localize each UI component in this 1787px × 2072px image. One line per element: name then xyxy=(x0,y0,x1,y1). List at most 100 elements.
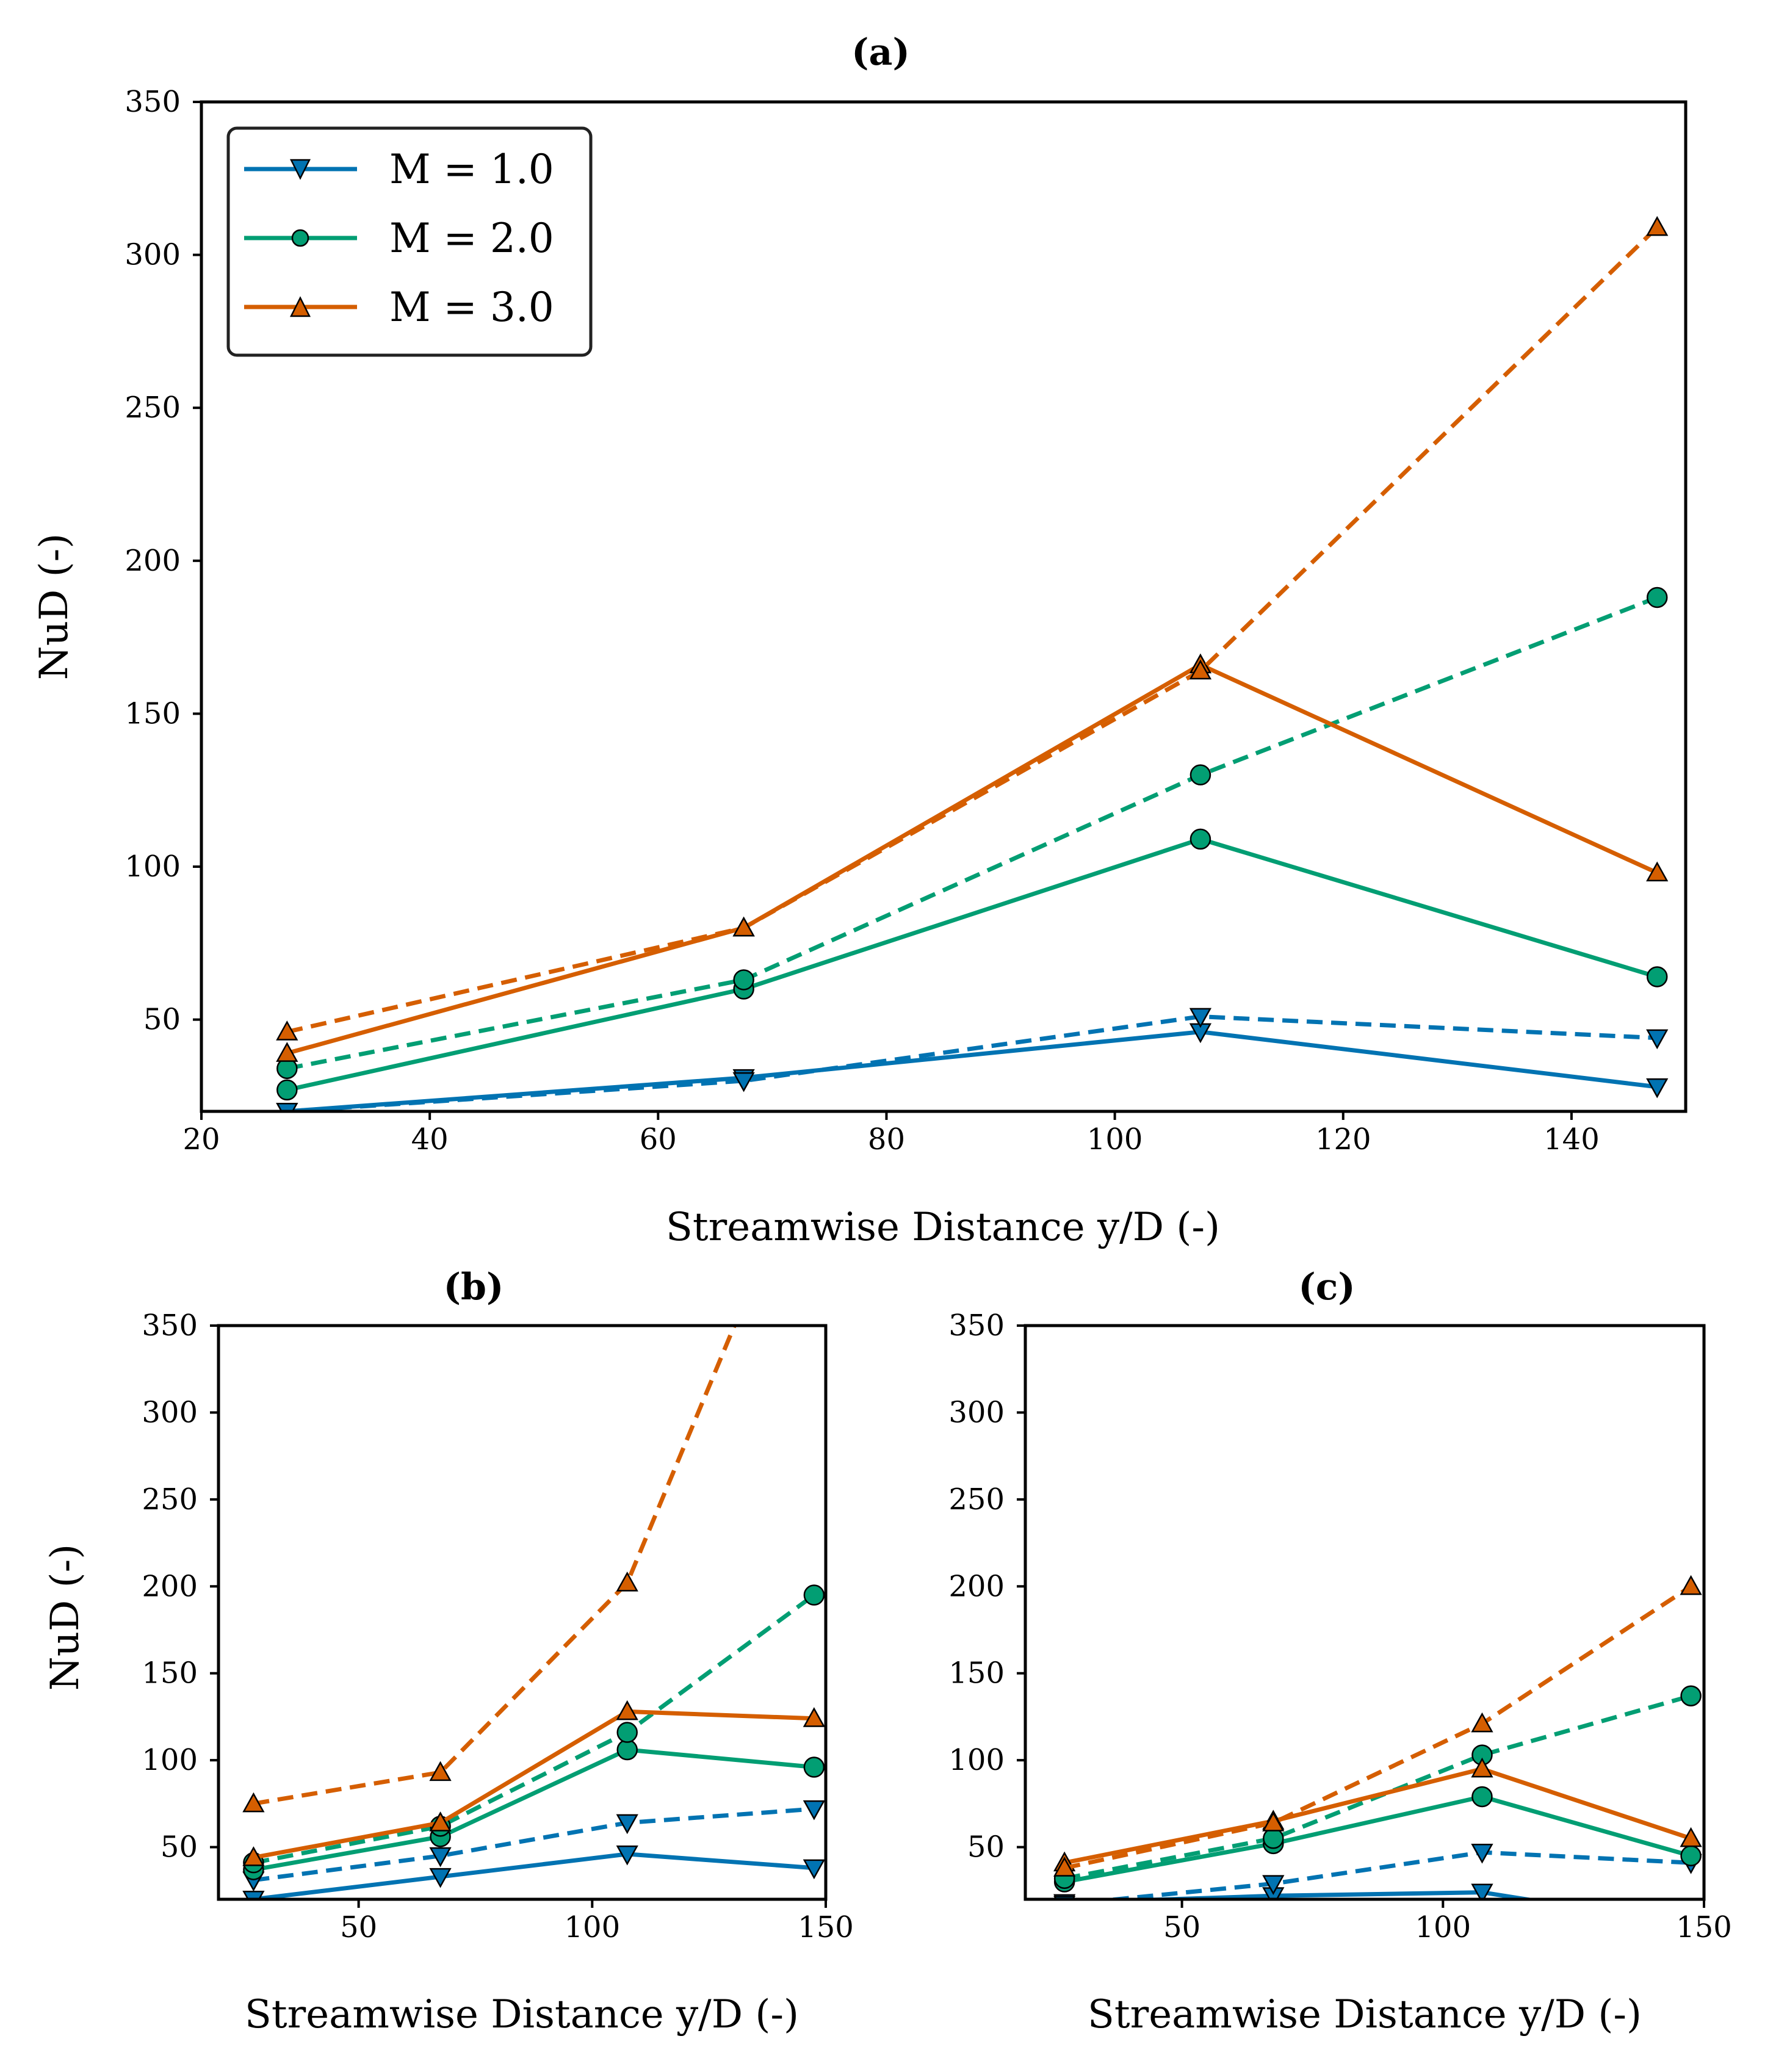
legend-label-m2: M = 2.0 xyxy=(389,215,554,262)
y-tick-label-a-150: 150 xyxy=(125,696,181,731)
panel-title-c: (c) xyxy=(1298,1266,1355,1309)
series-layer-a xyxy=(276,215,1669,1111)
legend-label-m3: M = 3.0 xyxy=(389,284,554,331)
y-tick-label-c-150: 150 xyxy=(948,1656,1005,1691)
data-point-a-m2-dashed-3 xyxy=(1646,587,1668,608)
y-tick-label-b-150: 150 xyxy=(142,1656,198,1691)
series-line-b-m3-solid xyxy=(253,1709,815,1860)
legend-entry-m3: M = 3.0 xyxy=(244,284,554,331)
x-tick-label-b-100: 100 xyxy=(564,1910,620,1944)
panel-title-b: (b) xyxy=(444,1266,504,1309)
series-line-c-m2-solid xyxy=(1064,1794,1692,1884)
data-point-c-m2-solid-3 xyxy=(1680,1845,1702,1867)
data-point-b-m1-solid-2 xyxy=(616,1845,638,1866)
y-tick-label-c-300: 300 xyxy=(948,1395,1005,1429)
tick-layer-a: 20 40 60 80 100 120 140 50 100 150 200 250 300 350 xyxy=(125,85,1599,1157)
y-tick-label-b-350: 350 xyxy=(142,1309,198,1343)
legend-marker-m1 xyxy=(289,159,311,180)
tick-layer-c: 50 100 150 50 100 150 200 250 300 350 xyxy=(948,1309,1731,1944)
data-point-c-m3-solid-3 xyxy=(1680,1827,1702,1847)
data-point-a-m1-dashed-1 xyxy=(732,1072,755,1092)
x-tick-label-a-80: 80 xyxy=(868,1122,905,1157)
series-line-b-m2-dashed xyxy=(253,1593,815,1865)
data-point-b-m3-solid-2 xyxy=(616,1700,638,1720)
data-point-c-m1-solid-2 xyxy=(1471,1883,1493,1899)
legend-marker-m3 xyxy=(289,296,311,317)
data-point-b-m2-dashed-2 xyxy=(616,1722,638,1743)
x-tick-label-a-40: 40 xyxy=(411,1122,449,1157)
x-axis-title-c: Streamwise Distance y/D (-) xyxy=(1088,1992,1642,2037)
x-tick-label-a-140: 140 xyxy=(1543,1122,1600,1157)
data-point-a-m3-dashed-0 xyxy=(276,1020,298,1041)
y-axis-title-b: NuD (-) xyxy=(43,1544,88,1691)
series-line-a-m2-dashed xyxy=(286,595,1658,1071)
series-line-b-m3-dashed xyxy=(253,1326,737,1806)
data-point-a-m2-solid-0 xyxy=(276,1079,298,1101)
y-tick-label-a-200: 200 xyxy=(125,544,181,578)
series-line-b-m1-solid xyxy=(253,1852,815,1899)
x-tick-label-a-100: 100 xyxy=(1087,1122,1143,1157)
y-tick-label-a-100: 100 xyxy=(125,850,181,884)
data-point-a-m1-solid-3 xyxy=(1646,1078,1669,1099)
data-point-b-m3-solid-3 xyxy=(803,1707,825,1727)
data-point-a-m3-solid-3 xyxy=(1646,861,1669,882)
y-tick-label-c-200: 200 xyxy=(948,1569,1005,1603)
data-point-b-m2-solid-3 xyxy=(803,1756,825,1778)
data-point-b-m1-dashed-1 xyxy=(429,1847,452,1868)
data-point-c-m3-dashed-1 xyxy=(1262,1811,1285,1832)
x-tick-label-a-120: 120 xyxy=(1315,1122,1371,1157)
y-tick-label-c-50: 50 xyxy=(967,1830,1005,1864)
series-line-a-m2-solid xyxy=(286,837,1658,1092)
series-line-c-m3-solid xyxy=(1064,1766,1692,1865)
series-line-c-m3-dashed xyxy=(1064,1584,1692,1871)
data-point-a-m2-solid-2 xyxy=(1190,828,1211,850)
y-tick-label-c-100: 100 xyxy=(948,1743,1005,1777)
data-point-c-m3-dashed-0 xyxy=(1053,1857,1076,1877)
panel-a: (a) 20 40 60 80 100 120 140 50 100 150 200 250 300 35… xyxy=(32,31,1688,1250)
data-point-c-m2-dashed-3 xyxy=(1680,1685,1702,1706)
x-tick-label-b-150: 150 xyxy=(798,1910,854,1944)
y-tick-label-b-100: 100 xyxy=(142,1743,198,1777)
data-point-b-m2-dashed-3 xyxy=(803,1584,825,1606)
plot-frame-b xyxy=(217,1324,828,1901)
data-point-b-m1-solid-1 xyxy=(429,1868,452,1888)
data-point-c-m2-solid-2 xyxy=(1471,1786,1493,1808)
data-point-a-m3-solid-0 xyxy=(276,1042,298,1062)
data-point-c-m1-dashed-2 xyxy=(1471,1844,1493,1864)
data-point-a-m3-dashed-2 xyxy=(1189,659,1212,680)
x-tick-label-c-100: 100 xyxy=(1415,1910,1471,1944)
data-point-a-m2-dashed-2 xyxy=(1190,764,1211,785)
y-tick-label-a-250: 250 xyxy=(125,391,181,425)
x-tick-label-a-20: 20 xyxy=(182,1122,220,1157)
data-point-a-m3-dashed-3 xyxy=(1646,215,1669,236)
data-point-a-m3-dashed-1 xyxy=(732,916,755,937)
legend: M = 1.0 M = 2.0 M = 3.0 xyxy=(226,126,593,357)
panel-c: (c) 50 100 150 50 100 150 200 250 300 350 Streamw… xyxy=(948,1266,1731,2037)
x-axis-title-a: Streamwise Distance y/D (-) xyxy=(666,1205,1220,1250)
y-tick-label-c-350: 350 xyxy=(948,1309,1005,1343)
legend-box xyxy=(226,126,593,357)
tick-layer-b: 50 100 150 50 100 150 200 250 300 350 xyxy=(142,1309,853,1944)
series-line-c-m1-dashed xyxy=(1095,1850,1691,1899)
data-point-b-m1-solid-3 xyxy=(803,1859,825,1880)
data-point-b-m1-dashed-2 xyxy=(616,1814,638,1835)
data-point-c-m3-dashed-3 xyxy=(1680,1575,1702,1595)
series-line-b-m1-dashed xyxy=(253,1807,815,1883)
data-point-a-m1-dashed-2 xyxy=(1189,1008,1212,1028)
series-layer-c xyxy=(1053,1575,1702,1899)
data-point-b-m3-dashed-1 xyxy=(429,1761,452,1781)
series-line-a-m3-solid xyxy=(286,662,1658,1056)
y-tick-label-a-300: 300 xyxy=(125,238,181,272)
data-point-a-m1-dashed-3 xyxy=(1646,1029,1669,1050)
x-tick-label-c-150: 150 xyxy=(1676,1910,1732,1944)
y-tick-label-c-250: 250 xyxy=(948,1482,1005,1517)
x-tick-label-c-50: 50 xyxy=(1163,1910,1200,1944)
series-line-b-m2-solid xyxy=(253,1747,815,1872)
x-axis-title-b: Streamwise Distance y/D (-) xyxy=(245,1992,799,2037)
y-tick-label-b-300: 300 xyxy=(142,1395,198,1429)
data-point-b-m3-solid-1 xyxy=(429,1811,452,1832)
y-tick-label-b-50: 50 xyxy=(161,1830,198,1864)
data-point-c-m3-dashed-2 xyxy=(1471,1712,1493,1733)
plot-frame-a xyxy=(200,100,1688,1113)
